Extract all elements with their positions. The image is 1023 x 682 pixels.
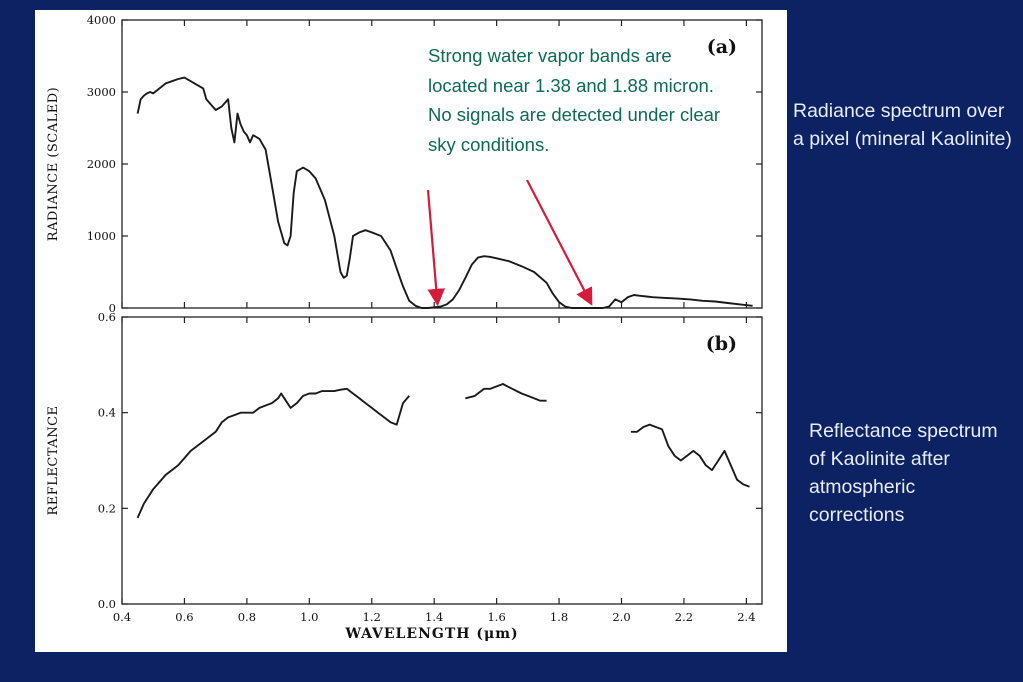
y-tick-label: 0.0 <box>98 597 116 611</box>
x-tick-label: 1.2 <box>363 610 381 624</box>
y-axis-label: RADIANCE (SCALED) <box>46 87 61 242</box>
y-axis-label: REFLECTANCE <box>46 405 61 515</box>
panel-b: 0.4 0.6 0.8 1.0 1.2 1.4 1.6 1.8 2.0 2.2 2.4 0.0 0.2 0… <box>46 310 763 642</box>
x-tick-label: 1.4 <box>425 610 443 624</box>
y-tick-label: 0.4 <box>98 406 116 420</box>
y-tick-label: 0.2 <box>98 501 116 515</box>
water-vapor-arrow <box>526 179 593 306</box>
radiance-line-0 <box>136 76 753 309</box>
spectrum-charts: 0 1000 2000 3000 4000 RADIANCE (SCALED) (a) 0.4… <box>46 13 763 642</box>
y-tick-label: 3000 <box>87 85 116 99</box>
reflectance-line-0 <box>136 387 410 519</box>
x-tick-label: 0.6 <box>175 610 193 624</box>
caption-reflectance: Reflectance spectrum of Kaolinite after … <box>809 420 998 526</box>
y-tick-label: 2000 <box>87 157 116 171</box>
y-tick-label: 4000 <box>87 13 116 27</box>
x-tick-label: 2.4 <box>737 610 755 624</box>
water-vapor-annotation: Strong water vapor bands are located nea… <box>428 45 721 155</box>
panel-label: (a) <box>707 36 737 58</box>
y-tick-label: 0 <box>109 301 116 315</box>
x-tick-label: 1.8 <box>550 610 568 624</box>
caption-radiance: Radiance spectrum over a pixel (mineral … <box>793 100 1012 150</box>
water-vapor-arrow <box>426 189 445 307</box>
x-tick-label: 2.2 <box>675 610 693 624</box>
figure-panel: 0 1000 2000 3000 4000 RADIANCE (SCALED) (a) 0.4… <box>35 10 787 652</box>
reflectance-line-1 <box>465 383 547 402</box>
y-tick-label: 0.6 <box>98 310 116 324</box>
x-tick-label: 1.0 <box>300 610 318 624</box>
reflectance-line-2 <box>630 423 750 488</box>
x-tick-label: 0.4 <box>113 610 131 624</box>
panel-a: 0 1000 2000 3000 4000 RADIANCE (SCALED) (a) <box>46 13 763 315</box>
x-tick-label: 1.6 <box>487 610 505 624</box>
x-tick-label: 0.8 <box>238 610 256 624</box>
x-tick-label: 2.0 <box>612 610 630 624</box>
panel-label: (b) <box>706 333 737 355</box>
x-axis-label: WAVELENGTH (μm) <box>344 626 518 642</box>
panel-b-frame <box>121 316 763 605</box>
y-tick-label: 1000 <box>87 229 116 243</box>
